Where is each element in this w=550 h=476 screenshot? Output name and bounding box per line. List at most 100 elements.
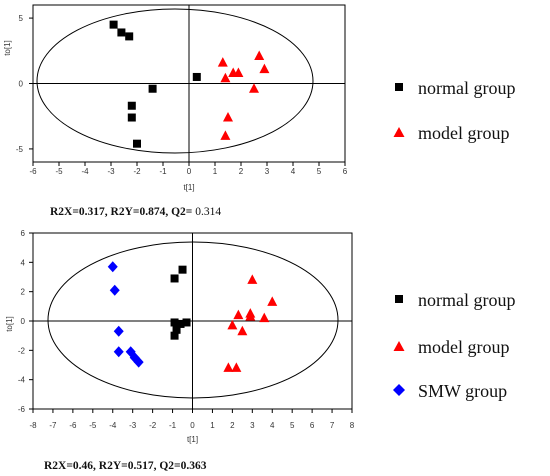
legend-item-normal: normal group	[392, 78, 515, 99]
data-point	[259, 63, 270, 74]
data-point	[220, 72, 231, 83]
data-point	[172, 325, 181, 334]
data-point	[107, 261, 118, 273]
x-tick-label: 8	[350, 421, 355, 430]
data-point	[113, 346, 124, 358]
data-point	[170, 331, 179, 340]
data-point	[233, 67, 244, 78]
x-tick-label: -6	[69, 421, 77, 430]
data-point	[192, 72, 201, 81]
x-tick-label: 5	[290, 421, 295, 430]
series-model-group	[217, 50, 270, 140]
x-tick-label: -3	[129, 421, 137, 430]
data-point	[127, 113, 136, 122]
x-tick-label: -5	[89, 421, 97, 430]
model-stats-2: R2X=0.46, R2Y=0.517, Q2=0.363	[44, 460, 207, 472]
data-point	[247, 274, 258, 284]
triangle-marker-icon	[392, 337, 406, 358]
y-tick-label: -6	[18, 405, 26, 414]
y-tick-label: 6	[21, 229, 26, 238]
data-point	[170, 274, 179, 283]
data-point	[223, 112, 233, 122]
y-tick-label: -5	[16, 145, 24, 154]
x-tick-label: 0	[187, 167, 192, 176]
data-point	[254, 50, 265, 61]
data-point	[117, 28, 126, 37]
data-point	[125, 32, 134, 41]
data-point	[133, 139, 141, 148]
x-tick-label: -2	[133, 167, 141, 176]
data-point	[113, 325, 124, 337]
square-marker-icon	[392, 290, 406, 311]
x-tick-label: 3	[265, 167, 270, 176]
x-axis-label: t[1]	[187, 435, 198, 444]
x-tick-label: 7	[330, 421, 335, 430]
data-point	[176, 319, 185, 328]
x-tick-label: -2	[149, 421, 157, 430]
x-tick-label: 6	[310, 421, 315, 430]
y-tick-label: 0	[21, 317, 26, 326]
data-point	[259, 312, 270, 323]
data-point	[148, 84, 157, 93]
series-normal-group	[170, 265, 191, 340]
data-point	[133, 356, 144, 368]
x-tick-label: 1	[210, 421, 215, 430]
scatter-plot-2: -8 -7 -6 -5 -4 -3 -2 -1 0 1 2 3 4 5 6 7 8 -6 -4 -2 0 2 4 6 t[1] t…	[5, 229, 355, 444]
data-point	[223, 362, 234, 372]
data-point	[129, 352, 140, 364]
square-marker-icon	[392, 78, 406, 99]
scatter-plot-1: -6 -5 -4 -3 -2 -1 0 1 2 3 4 5 6 -5 0 5 t[1] to[1]	[3, 4, 348, 192]
y-tick-label: -4	[18, 376, 26, 385]
data-point	[231, 362, 242, 372]
x-tick-label: -4	[109, 421, 117, 430]
legend-item-normal: normal group	[392, 290, 515, 311]
data-point	[178, 265, 187, 274]
x-tick-label: 3	[250, 421, 255, 430]
data-point	[182, 318, 191, 327]
data-point	[109, 20, 118, 29]
legend-item-model: model group	[392, 337, 510, 358]
y-tick-label: 2	[21, 288, 26, 297]
x-tick-label: 2	[239, 167, 244, 176]
x-tick-label: -4	[81, 167, 89, 176]
data-point	[217, 57, 228, 67]
x-tick-label: 4	[291, 167, 296, 176]
legend-label: SMW group	[418, 381, 508, 401]
x-tick-label: 6	[343, 167, 348, 176]
x-tick-label: -3	[107, 167, 115, 176]
y-tick-label: 4	[21, 258, 26, 267]
data-point	[109, 284, 120, 296]
confidence-ellipse	[47, 241, 339, 399]
x-tick-label: 4	[270, 421, 275, 430]
legend-label: normal group	[418, 78, 516, 98]
y-tick-label: 0	[19, 80, 24, 89]
data-point	[249, 83, 259, 93]
confidence-ellipse	[36, 8, 314, 154]
x-tick-label: 5	[317, 167, 322, 176]
legend-item-model: model group	[392, 123, 510, 144]
y-axis-label: to[1]	[3, 40, 12, 56]
legend-label: model group	[418, 337, 510, 357]
legend-item-smw: SMW group	[392, 381, 507, 402]
x-axis-label: t[1]	[183, 183, 194, 192]
data-point	[127, 101, 136, 110]
legend-label: model group	[418, 123, 510, 143]
x-tick-label: -1	[159, 167, 167, 176]
y-axis-label: to[1]	[5, 316, 14, 332]
x-tick-label: 0	[190, 421, 195, 430]
data-point	[267, 296, 278, 306]
x-tick-label: -8	[29, 421, 37, 430]
series-normal-group	[109, 20, 201, 148]
x-tick-label: 1	[213, 167, 218, 176]
x-tick-label: -1	[169, 421, 177, 430]
model-stats-1: R2X=0.317, R2Y=0.874, Q2= 0.314	[50, 206, 222, 218]
series-smw-group	[107, 261, 144, 368]
legend-label: normal group	[418, 290, 516, 310]
y-tick-label: -2	[18, 346, 26, 355]
x-tick-label: -6	[29, 167, 37, 176]
data-point	[220, 130, 231, 140]
series-model-group	[223, 274, 278, 372]
data-point	[233, 309, 244, 320]
diamond-marker-icon	[392, 381, 406, 402]
x-tick-label: -7	[49, 421, 57, 430]
